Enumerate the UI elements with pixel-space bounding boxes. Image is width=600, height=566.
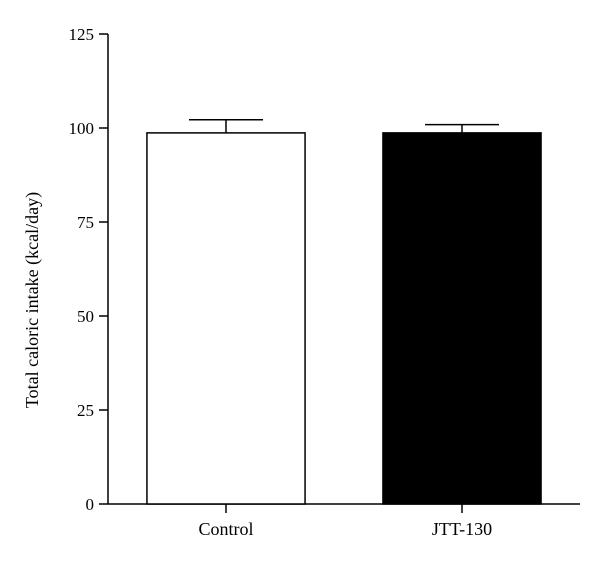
bars [146,118,542,505]
y-tick-label: 25 [77,401,94,420]
y-tick-label: 100 [69,119,95,138]
y-tick-label: 125 [69,25,95,44]
bar-jtt-130 [382,132,542,505]
x-tick-label: Control [198,519,253,539]
y-tick-label: 50 [77,307,94,326]
y-axis-title: Total caloric intake (kcal/day) [22,192,43,408]
bar-control [146,132,306,505]
y-tick-label: 0 [86,495,95,514]
labels: 0 25 50 75 100 125 Control JTT-130 [69,25,493,539]
x-tick-label: JTT-130 [432,519,492,539]
y-tick-label: 75 [77,213,94,232]
